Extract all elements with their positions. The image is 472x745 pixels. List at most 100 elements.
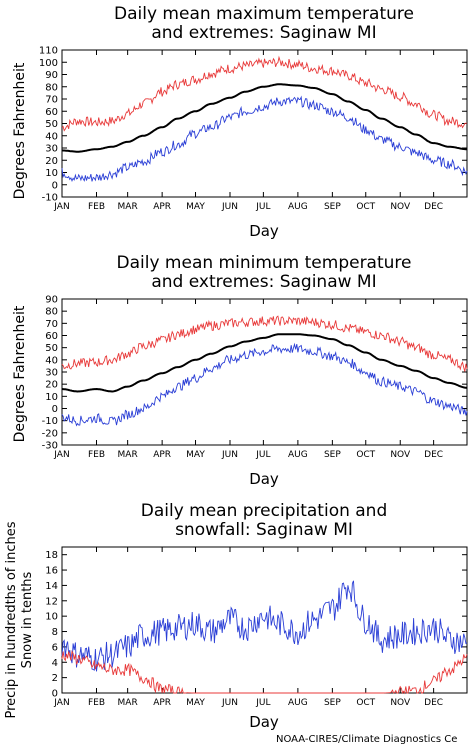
x-tick-label: JUL: [255, 202, 270, 212]
series-blue-line: [61, 342, 468, 427]
y-tick-label: 110: [39, 46, 58, 57]
series-red-line: [61, 55, 467, 132]
y-tick-label: 16: [45, 566, 58, 577]
x-tick-label: DEC: [424, 202, 443, 212]
footer-credit: NOAA-CIRES/Climate Diagnostics Ce: [276, 734, 457, 745]
x-tick-label: MAR: [118, 202, 138, 212]
chart-subtitle: snowfall: Saginaw MI: [175, 520, 353, 540]
chart-subtitle: and extremes: Saginaw MI: [151, 23, 376, 43]
series-lines: [61, 315, 468, 427]
x-tick-label: OCT: [356, 450, 375, 460]
y-tick-label: 70: [45, 319, 58, 330]
x-tick-label: OCT: [356, 202, 375, 212]
chart-subtitle: and extremes: Saginaw MI: [151, 272, 376, 292]
series-blue-line: [61, 95, 468, 182]
x-tick-label: JUL: [255, 698, 270, 708]
y-tick-label: 80: [45, 82, 58, 93]
y-tick-label: 80: [45, 307, 58, 318]
y-tick-label: 30: [45, 144, 58, 155]
x-tick-label: MAR: [118, 450, 138, 460]
y-tick-label: 30: [45, 368, 58, 379]
x-tick-label: JAN: [53, 698, 69, 708]
series-red-line: [61, 315, 468, 372]
max-temperature-chart: Daily mean maximum temperature and extre…: [12, 4, 468, 240]
x-tick-label: JAN: [53, 202, 69, 212]
x-tick-label: SEP: [324, 698, 341, 708]
chart-title: Daily mean maximum temperature: [114, 4, 414, 24]
y-tick-label: 18: [45, 550, 58, 561]
series-red-line: [61, 650, 468, 695]
x-tick-label: MAY: [186, 450, 205, 460]
y-tick-label: 50: [45, 343, 58, 354]
min-temperature-chart: Daily mean minimum temperature and extre…: [12, 253, 468, 488]
axis-ticks: 0 2 4 6 8 10 12 14 16 18 JAN FEB MAR APR MAY JUN JUL AUG S…: [45, 547, 467, 708]
x-tick-label: JUN: [221, 202, 238, 212]
x-tick-label: JUN: [221, 450, 238, 460]
y-tick-label: 14: [45, 581, 58, 592]
x-tick-label: NOV: [390, 450, 411, 460]
y-tick-label: -10: [42, 416, 58, 427]
y-tick-label: 100: [39, 58, 58, 69]
x-tick-label: SEP: [324, 202, 341, 212]
y-tick-label: 10: [45, 168, 58, 179]
x-tick-label: DEC: [424, 698, 443, 708]
series-mean-line: [61, 333, 467, 393]
y-tick-label: 4: [52, 658, 58, 669]
x-axis-label: Day: [249, 222, 279, 240]
y-tick-label: 2: [52, 673, 58, 684]
y-tick-label: -30: [42, 441, 58, 452]
y-tick-label: 40: [45, 131, 58, 142]
y-tick-label: 20: [45, 156, 58, 167]
y-tick-label: 6: [52, 642, 58, 653]
series-lines: [61, 55, 468, 182]
y-tick-label: 20: [45, 380, 58, 391]
x-tick-label: MAR: [118, 698, 138, 708]
x-tick-label: APR: [153, 450, 171, 460]
y-tick-label: 12: [45, 596, 58, 607]
series-blue-line: [61, 580, 468, 672]
x-axis-label: Day: [249, 713, 279, 731]
y-tick-label: 90: [45, 70, 58, 81]
y-tick-label: 60: [45, 331, 58, 342]
x-tick-label: FEB: [88, 450, 105, 460]
x-tick-label: JAN: [53, 450, 69, 460]
x-tick-label: FEB: [88, 202, 105, 212]
x-tick-label: AUG: [288, 202, 308, 212]
precipitation-chart: Daily mean precipitation and snowfall: S…: [4, 501, 468, 731]
y-axis-label: Degrees Fahrenheit: [12, 305, 28, 442]
chart-title: Daily mean minimum temperature: [117, 253, 412, 273]
series-mean-line: [61, 83, 467, 153]
y-tick-label: 0: [52, 689, 58, 700]
x-tick-label: AUG: [288, 698, 308, 708]
y-tick-label: 0: [52, 404, 58, 415]
x-tick-label: DEC: [424, 450, 443, 460]
x-tick-label: JUN: [221, 698, 238, 708]
y-tick-label: 70: [45, 95, 58, 106]
y-tick-label: -10: [42, 193, 58, 204]
plot-frame: [61, 49, 468, 198]
y-tick-label: 10: [45, 392, 58, 403]
x-tick-label: APR: [153, 698, 171, 708]
y-tick-label: 50: [45, 119, 58, 130]
x-tick-label: NOV: [390, 202, 411, 212]
y-axis-label: Degrees Fahrenheit: [12, 62, 28, 199]
x-tick-label: MAY: [186, 698, 205, 708]
chart-title: Daily mean precipitation and: [141, 501, 388, 521]
y-tick-label: 60: [45, 107, 58, 118]
y-tick-label: 8: [52, 627, 58, 638]
y-tick-label: 90: [45, 295, 58, 306]
y-tick-label: 40: [45, 355, 58, 366]
plot-frame: [61, 298, 468, 446]
y-axis-label: Precip in hundredths of inches: [4, 521, 19, 718]
x-tick-label: APR: [153, 202, 171, 212]
x-tick-label: OCT: [356, 698, 375, 708]
y-tick-label: 0: [52, 180, 58, 191]
x-tick-label: MAY: [186, 202, 205, 212]
x-tick-label: FEB: [88, 698, 105, 708]
series-lines: [61, 580, 468, 695]
y-axis-label-secondary: Snow in tenths: [20, 571, 35, 668]
x-tick-label: JUL: [255, 450, 270, 460]
